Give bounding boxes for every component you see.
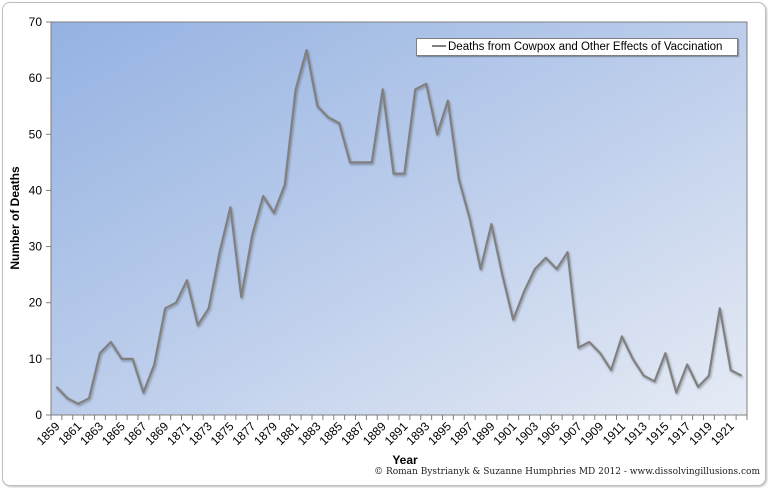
y-tick-label: 20 (29, 296, 43, 310)
x-tick-label: 1873 (186, 419, 215, 448)
x-tick-label: 1915 (643, 419, 672, 448)
x-tick-label: 1893 (404, 419, 433, 448)
x-axis-title: Year (392, 453, 418, 467)
copyright-credit: © Roman Bystrianyk & Suzanne Humphries M… (374, 467, 760, 477)
x-tick-label: 1871 (164, 419, 193, 448)
x-tick-label: 1897 (447, 419, 476, 448)
y-axis: 0 10 20 30 40 50 60 70 (29, 15, 51, 422)
x-tick-label: 1863 (77, 419, 106, 448)
x-tick-label: 1887 (338, 419, 367, 448)
y-tick-label: 10 (29, 352, 43, 366)
x-tick-label: 1881 (273, 419, 302, 448)
y-tick-label: 50 (29, 127, 43, 141)
y-tick-label: 0 (35, 408, 42, 422)
x-tick-label: 1909 (578, 419, 607, 448)
x-tick-label: 1913 (621, 419, 650, 448)
x-tick-label: 1875 (208, 419, 237, 448)
plot-area (50, 21, 748, 416)
x-tick-label: 1901 (491, 419, 520, 448)
y-tick-label: 30 (29, 240, 43, 254)
series-line-deaths (55, 48, 743, 405)
legend: Deaths from Cowpox and Other Effects of … (416, 38, 738, 56)
x-tick-label: 1895 (425, 419, 454, 448)
x-tick-label: 1883 (295, 419, 324, 448)
y-tick-label: 70 (29, 15, 43, 29)
x-tick-label: 1907 (556, 419, 585, 448)
x-tick-label: 1889 (360, 419, 389, 448)
x-tick-label: 1885 (317, 419, 346, 448)
x-tick-label: 1919 (686, 419, 715, 448)
x-tick-label: 1861 (56, 419, 85, 448)
y-axis-title: Number of Deaths (8, 166, 22, 270)
x-tick-label: 1869 (143, 419, 172, 448)
x-tick-label: 1879 (251, 419, 280, 448)
x-tick-label: 1859 (34, 419, 63, 448)
x-tick-label: 1905 (534, 419, 563, 448)
x-axis: 1859186118631865186718691871187318751877… (34, 415, 748, 448)
x-tick-label: 1867 (121, 419, 150, 448)
x-tick-label: 1891 (382, 419, 411, 448)
legend-line-swatch-icon (432, 44, 446, 47)
y-tick-label: 40 (29, 183, 43, 197)
x-tick-label: 1921 (708, 419, 737, 448)
x-tick-label: 1877 (230, 419, 259, 448)
legend-label: Deaths from Cowpox and Other Effects of … (448, 41, 723, 53)
x-tick-label: 1865 (99, 419, 128, 448)
x-tick-label: 1899 (469, 419, 498, 448)
x-tick-label: 1903 (512, 419, 541, 448)
x-tick-label: 1917 (665, 419, 694, 448)
x-tick-label: 1911 (600, 419, 628, 447)
y-tick-label: 60 (29, 71, 43, 85)
